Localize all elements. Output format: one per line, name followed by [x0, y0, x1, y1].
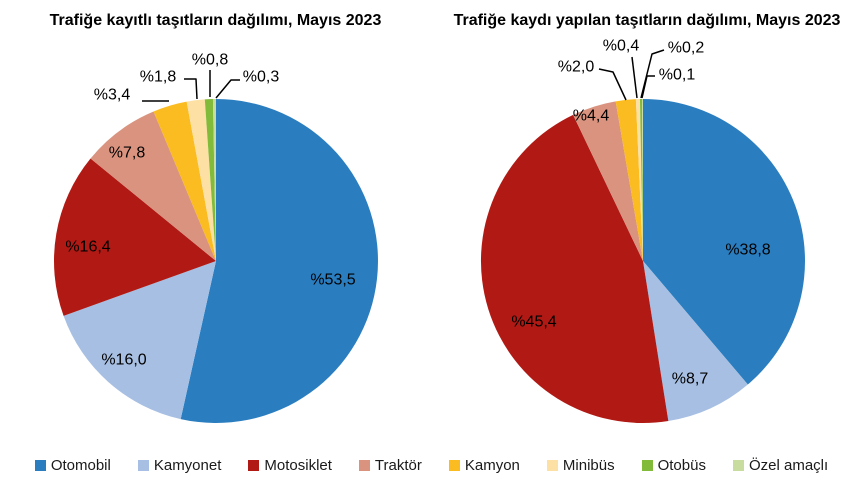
slice-value-label-otomobil: %53,5	[310, 272, 355, 289]
right-pie-svg: %38,8 %8,7 %45,4 %4,4 %2,0 %0,4 %0,2 %0,1	[480, 38, 806, 424]
legend-label-kamyon: Kamyon	[464, 457, 520, 474]
label-leader-line-kamyon	[598, 68, 627, 101]
slice-value-label-özel-amaçlı: %0,1	[659, 67, 696, 84]
legend-item-kamyonet: Kamyonet	[137, 457, 222, 474]
legend-label-minibüs: Minibüs	[562, 457, 615, 474]
pie-slice-kamyon	[153, 101, 216, 262]
legend-item-motosiklet: Motosiklet	[248, 457, 332, 474]
pie-slice-motosiklet	[53, 158, 217, 316]
pie-slice-traktör	[573, 101, 643, 261]
slice-value-label-minibüs: %1,8	[140, 69, 177, 86]
legend-item-minibüs: Minibüs	[546, 457, 615, 474]
legend-item-otomobil: Otomobil	[34, 457, 111, 474]
label-leader-line-minibüs	[631, 56, 638, 99]
slice-value-label-motosiklet: %45,4	[511, 314, 556, 331]
slice-value-label-minibüs: %0,4	[603, 38, 640, 55]
pie-slice-özel-amaçlı	[641, 98, 643, 261]
pie-slice-minibüs	[186, 99, 216, 261]
pie-slice-otomobil	[643, 99, 806, 385]
slice-value-label-kamyonet: %8,7	[672, 371, 709, 388]
legend-item-traktör: Traktör	[358, 457, 422, 474]
legend-label-otobüs: Otobüs	[657, 457, 706, 474]
legend: Otomobil Kamyonet Motosiklet Traktör Kamyon M…	[0, 445, 863, 486]
newly-registered-vehicles-chart: Trafiğe kaydı yapılan taşıtların dağılım…	[431, 0, 863, 445]
left-pie-svg: %53,5 %16,0 %16,4 %7,8 %3,4 %1,8 %0,8 %0,3	[53, 52, 378, 423]
pie-slice-özel-amaçlı	[212, 99, 216, 261]
slice-value-label-kamyonet: %16,0	[101, 352, 146, 369]
legend-label-traktör: Traktör	[374, 457, 422, 474]
slice-value-label-kamyon: %2,0	[558, 59, 595, 76]
pie-slice-motosiklet	[480, 114, 669, 424]
pie-slice-otobüs	[204, 99, 216, 261]
pie-slice-otomobil	[180, 99, 378, 423]
legend-label-motosiklet: Motosiklet	[264, 457, 332, 474]
legend-label-kamyonet: Kamyonet	[153, 457, 222, 474]
pie-slice-kamyonet	[63, 261, 216, 420]
pie-slice-kamyon	[615, 99, 643, 261]
slice-value-label-otomobil: %38,8	[725, 242, 770, 259]
slice-value-label-traktör: %7,8	[109, 145, 146, 162]
legend-swatch-kamyon	[448, 460, 460, 471]
right-chart-title: Trafiğe kaydı yapılan taşıtların dağılım…	[453, 12, 841, 29]
slice-value-label-traktör: %4,4	[573, 108, 610, 125]
registered-vehicles-chart: Trafiğe kayıtlı taşıtların dağılımı, May…	[0, 0, 431, 445]
legend-swatch-özel-amaçlı	[732, 460, 744, 471]
pie-slice-otobüs	[639, 99, 643, 261]
charts-row: Trafiğe kayıtlı taşıtların dağılımı, May…	[0, 0, 863, 445]
legend-item-özel-amaçlı: Özel amaçlı	[732, 457, 829, 474]
slice-value-label-otobüs: %0,2	[668, 40, 705, 57]
legend-swatch-otobüs	[641, 460, 653, 471]
label-leader-line-özel-amaçlı	[215, 79, 240, 99]
legend-label-otomobil: Otomobil	[50, 457, 111, 474]
legend-swatch-traktör	[358, 460, 370, 471]
legend-label-özel-amaçlı: Özel amaçlı	[748, 457, 829, 474]
pie-slice-traktör	[90, 111, 216, 261]
legend-swatch-kamyonet	[137, 460, 149, 471]
legend-item-kamyon: Kamyon	[448, 457, 520, 474]
slice-value-label-motosiklet: %16,4	[65, 239, 110, 256]
legend-item-otobüs: Otobüs	[641, 457, 706, 474]
label-leader-line-özel-amaçlı	[641, 75, 655, 99]
pie-slice-kamyonet	[643, 261, 748, 422]
label-leader-line-minibüs	[184, 78, 198, 100]
pie-slice-minibüs	[635, 99, 643, 261]
left-chart-title: Trafiğe kayıtlı taşıtların dağılımı, May…	[49, 12, 382, 29]
slice-value-label-özel-amaçlı: %0,3	[243, 69, 280, 86]
slice-value-label-kamyon: %3,4	[94, 87, 131, 104]
legend-swatch-otomobil	[34, 460, 46, 471]
legend-swatch-motosiklet	[248, 460, 260, 471]
legend-swatch-minibüs	[546, 460, 558, 471]
slice-value-label-otobüs: %0,8	[192, 52, 229, 69]
